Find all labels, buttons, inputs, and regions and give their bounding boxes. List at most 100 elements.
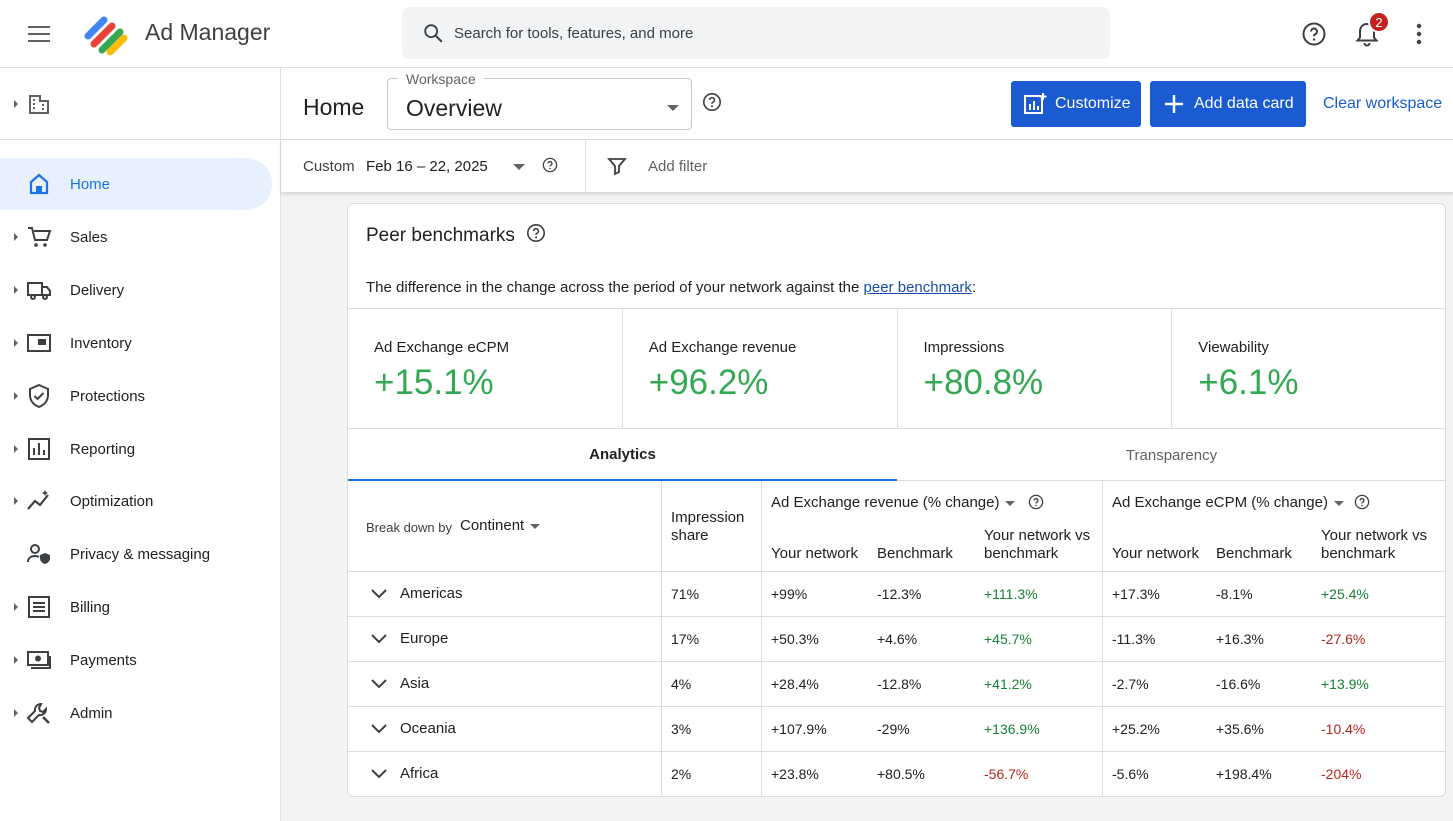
dropdown-arrow-icon — [1333, 500, 1344, 506]
impression-share-cell: 17% — [671, 631, 700, 647]
metric-revenue: Ad Exchange revenue +96.2% — [623, 309, 898, 429]
customize-button[interactable]: Customize — [1011, 81, 1141, 127]
filter-bar: Custom Feb 16 – 22, 2025 Add filter — [281, 140, 1453, 193]
workspace-select[interactable]: Workspace Overview — [387, 71, 692, 130]
chevron-down-icon[interactable] — [370, 631, 388, 645]
sidebar-item-privacy-messaging[interactable]: Privacy & messaging — [0, 528, 272, 580]
metric-label: Ad Exchange eCPM — [374, 339, 510, 356]
description-suffix: : — [971, 279, 977, 296]
main-menu-button[interactable] — [22, 20, 56, 48]
chevron-down-icon[interactable] — [370, 766, 388, 780]
sidebar-item-protections[interactable]: Protections — [0, 370, 272, 422]
sidebar-item-label: Reporting — [70, 440, 136, 458]
top-app-bar: Ad Manager 2 — [0, 0, 1453, 68]
sidebar-item-reporting[interactable]: Reporting — [0, 423, 272, 475]
region-name: Asia — [400, 675, 430, 692]
table-row[interactable]: Africa 2% +23.8% +80.5% -56.7% -5.6% +19… — [348, 752, 1445, 796]
sidebar-item-admin[interactable]: Admin — [0, 687, 272, 739]
ecpm-network-cell: -5.6% — [1112, 766, 1149, 782]
add-data-card-button[interactable]: Add data card — [1150, 81, 1306, 127]
revenue-your-network-header: Your network — [771, 545, 858, 562]
sidebar-item-payments[interactable]: Payments — [0, 634, 272, 686]
search-icon — [424, 24, 443, 43]
breakdown-select[interactable]: Continent — [460, 517, 541, 535]
app-title: Ad Manager — [145, 19, 271, 45]
metric-viewability: Viewability +6.1% — [1172, 309, 1445, 429]
card-tabs: Analytics Transparency — [348, 429, 1445, 481]
date-dropdown-arrow-icon[interactable] — [513, 164, 525, 170]
date-range-value[interactable]: Feb 16 – 22, 2025 — [366, 158, 488, 175]
sidebar-item-home[interactable]: Home — [0, 158, 272, 210]
metric-value: +80.8% — [923, 363, 1044, 402]
sidebar-item-sales[interactable]: Sales — [0, 211, 272, 263]
sidebar-item-optimization[interactable]: Optimization — [0, 475, 272, 527]
metric-impressions: Impressions +80.8% — [898, 309, 1173, 429]
help-icon[interactable] — [542, 157, 558, 173]
ecpm-vs-cell: +25.4% — [1321, 586, 1369, 602]
help-icon[interactable] — [1301, 21, 1327, 47]
sidebar-nav: Home Sales Delivery Inventory Protection… — [0, 68, 281, 821]
impression-share-cell: 3% — [671, 721, 692, 737]
chevron-down-icon[interactable] — [370, 586, 388, 600]
help-icon[interactable] — [702, 92, 722, 112]
notification-count-badge: 2 — [1368, 11, 1390, 33]
chevron-down-icon[interactable] — [370, 721, 388, 735]
expand-caret-icon — [14, 656, 18, 664]
search-bar[interactable] — [402, 7, 1110, 59]
expand-caret-icon — [14, 339, 18, 347]
revenue-group-header[interactable]: Ad Exchange revenue (% change) — [771, 494, 1016, 512]
metric-value: +15.1% — [374, 363, 494, 402]
breakdown-label: Break down by — [366, 520, 452, 535]
expand-caret-icon — [14, 392, 18, 400]
help-icon[interactable] — [1028, 494, 1044, 510]
table-header: Break down by Continent Impression share… — [348, 481, 1445, 572]
date-range-type: Custom — [303, 158, 355, 175]
ecpm-network-cell: +25.2% — [1112, 721, 1160, 737]
ecpm-network-cell: -2.7% — [1112, 676, 1149, 692]
chevron-down-icon[interactable] — [370, 676, 388, 690]
table-row[interactable]: Oceania 3% +107.9% -29% +136.9% +25.2% +… — [348, 707, 1445, 752]
inventory-icon — [27, 334, 51, 352]
sidebar-item-label: Protections — [70, 387, 146, 405]
workspace-value: Overview — [406, 95, 502, 121]
sidebar-item-delivery[interactable]: Delivery — [0, 264, 272, 316]
revenue-network-cell: +50.3% — [771, 631, 819, 647]
table-row[interactable]: Americas 71% +99% -12.3% +111.3% +17.3% … — [348, 572, 1445, 617]
sidebar-item-billing[interactable]: Billing — [0, 581, 272, 633]
revenue-vs-cell: +111.3% — [984, 586, 1038, 602]
sidebar-item-inventory[interactable]: Inventory — [0, 317, 272, 369]
revenue-network-cell: +99% — [771, 586, 808, 602]
truck-icon — [27, 282, 51, 300]
help-icon[interactable] — [526, 223, 546, 243]
more-vert-icon[interactable] — [1408, 21, 1430, 47]
breakdown-value: Continent — [460, 517, 525, 534]
card-title: Peer benchmarks — [366, 225, 515, 246]
expand-caret-icon — [14, 603, 18, 611]
tab-analytics[interactable]: Analytics — [348, 429, 897, 481]
search-input[interactable] — [454, 24, 1054, 42]
ecpm-benchmark-cell: -8.1% — [1216, 586, 1253, 602]
revenue-network-cell: +107.9% — [771, 721, 827, 737]
filter-funnel-icon[interactable] — [607, 156, 627, 176]
payments-icon — [27, 651, 51, 669]
ecpm-group-header[interactable]: Ad Exchange eCPM (% change) — [1112, 494, 1344, 512]
network-selector[interactable] — [0, 68, 281, 140]
hamburger-menu-icon — [28, 26, 50, 42]
revenue-benchmark-cell: +80.5% — [877, 766, 925, 782]
revenue-benchmark-cell: -12.8% — [877, 676, 922, 692]
expand-caret-icon — [14, 286, 18, 294]
table-row[interactable]: Asia 4% +28.4% -12.8% +41.2% -2.7% -16.6… — [348, 662, 1445, 707]
add-filter-button[interactable]: Add filter — [648, 158, 708, 175]
filter-divider — [585, 140, 586, 193]
clear-workspace-link[interactable]: Clear workspace — [1323, 95, 1443, 112]
sidebar-item-label: Delivery — [70, 281, 125, 299]
help-icon[interactable] — [1354, 494, 1370, 510]
metric-label: Viewability — [1198, 339, 1269, 356]
peer-benchmark-link[interactable]: peer benchmark — [863, 279, 972, 296]
shield-icon — [29, 383, 49, 409]
revenue-vs-cell: +45.7% — [984, 631, 1032, 647]
table-row[interactable]: Europe 17% +50.3% +4.6% +45.7% -11.3% +1… — [348, 617, 1445, 662]
sidebar-item-label: Home — [70, 175, 111, 193]
tab-transparency[interactable]: Transparency — [1125, 446, 1218, 464]
page-header: Home Workspace Overview Customize Add da… — [281, 68, 1453, 140]
